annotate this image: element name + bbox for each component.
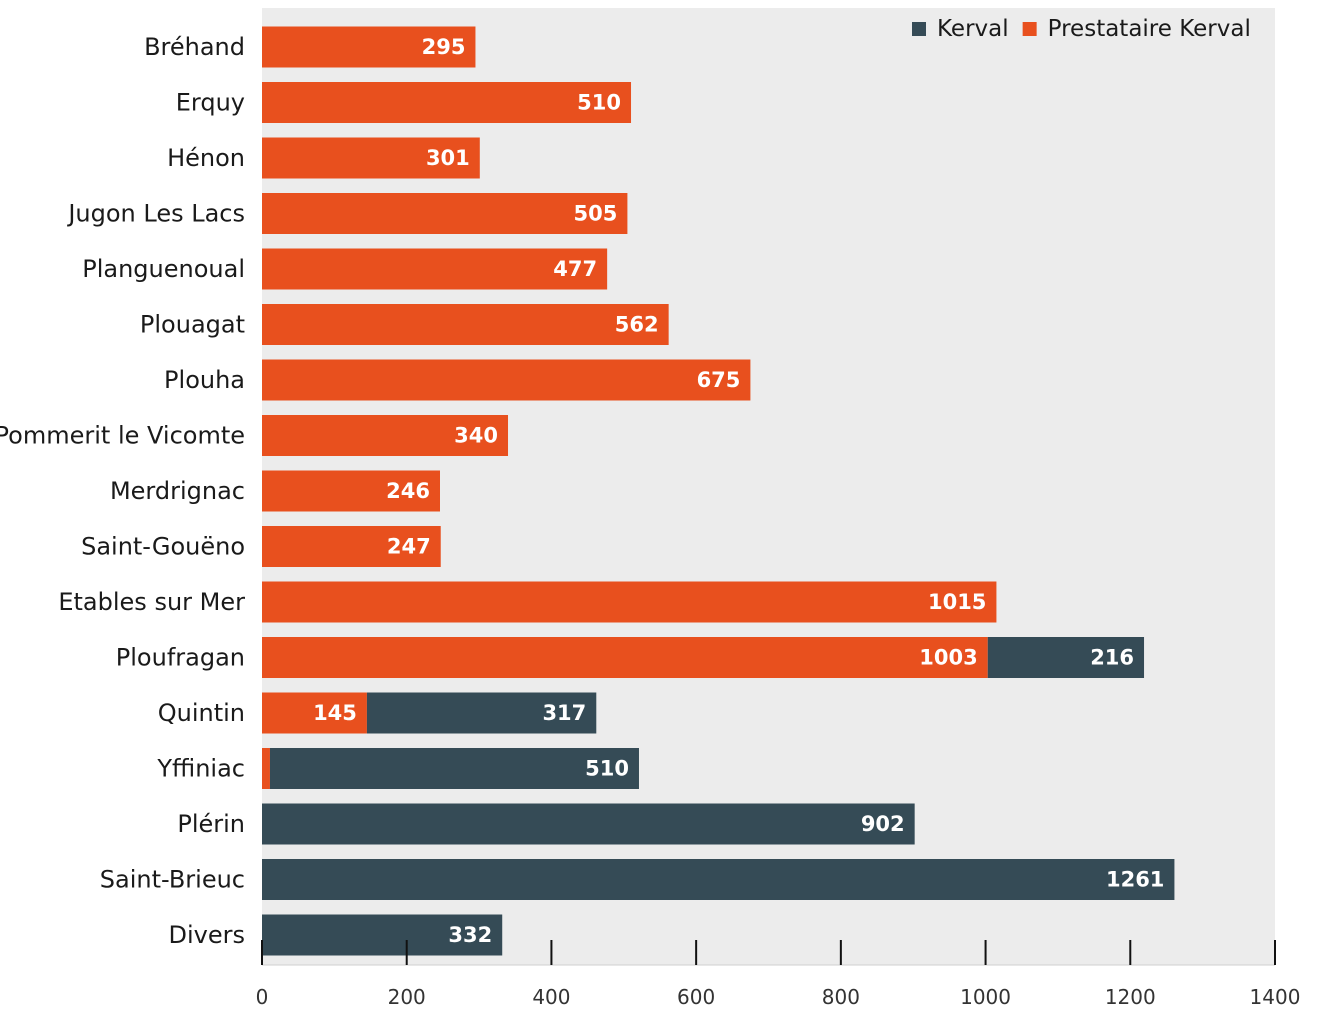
- x-tick-label: 600: [677, 985, 715, 1009]
- bar-value-label: 510: [585, 757, 629, 781]
- category-label: Divers: [169, 921, 246, 949]
- category-label: Merdrignac: [110, 477, 245, 505]
- bar-value-label: 1015: [928, 590, 986, 614]
- bar-kerval: [262, 914, 503, 956]
- category-label: Plérin: [177, 810, 245, 838]
- x-tick-label: 200: [388, 985, 426, 1009]
- category-label: Plouagat: [140, 311, 245, 339]
- bar-value-label: 216: [1090, 646, 1134, 670]
- category-label: Planguenoual: [82, 255, 245, 283]
- category-label: Yffiniac: [156, 755, 245, 783]
- bar-kerval: [262, 803, 915, 845]
- bar-prestataire-kerval: [262, 248, 608, 290]
- bar-value-label: 477: [553, 257, 597, 281]
- bars-group: 295 510 301 505 477 562 675 340 246 247 1015 1003 21…: [262, 26, 1175, 956]
- bar-prestataire-kerval: [262, 692, 367, 734]
- bar-value-label: 902: [861, 812, 905, 836]
- legend-swatch: [1022, 22, 1037, 36]
- bar-prestataire-kerval: [262, 415, 509, 456]
- x-tick-label: 0: [256, 985, 269, 1009]
- bar-prestataire-kerval: [262, 359, 751, 401]
- bar-prestataire-kerval: [262, 137, 480, 179]
- category-label: Erquy: [176, 89, 245, 117]
- bar-value-label: 505: [574, 202, 618, 226]
- category-label: Bréhand: [144, 33, 245, 61]
- bar-value-label: 301: [426, 146, 470, 170]
- bar-prestataire-kerval: [262, 637, 988, 678]
- bar-value-label: 247: [387, 535, 431, 559]
- bar-prestataire-kerval: [262, 748, 270, 789]
- bar-kerval: [987, 637, 1145, 678]
- bar-value-label: 675: [697, 368, 741, 392]
- category-label: Saint-Brieuc: [100, 866, 245, 894]
- category-label: Jugon Les Lacs: [66, 200, 245, 228]
- legend-label: Kerval: [937, 16, 1009, 42]
- bar-value-label: 295: [422, 35, 466, 59]
- x-axis: 0 200 400 600 800 1000 1200 1400: [256, 940, 1301, 1009]
- bar-prestataire-kerval: [262, 26, 476, 68]
- bar-value-label: 246: [386, 479, 430, 503]
- bar-prestataire-kerval: [262, 82, 632, 123]
- legend: Kerval Prestataire Kerval: [912, 16, 1251, 42]
- category-label: Quintin: [158, 699, 245, 727]
- category-label: Hénon: [167, 144, 245, 172]
- bar-kerval: [262, 859, 1175, 900]
- category-label: Plouha: [164, 366, 245, 394]
- bar-value-label: 510: [577, 91, 621, 115]
- x-tick-label: 800: [822, 985, 860, 1009]
- bar-kerval: [269, 748, 639, 789]
- x-tick-label: 1400: [1250, 985, 1301, 1009]
- bar-prestataire-kerval: [262, 581, 997, 623]
- x-tick-label: 1000: [960, 985, 1011, 1009]
- bar-prestataire-kerval: [262, 193, 628, 234]
- bar-prestataire-kerval: [262, 304, 669, 345]
- x-tick-label: 400: [532, 985, 570, 1009]
- x-tick-label: 1200: [1105, 985, 1156, 1009]
- bar-prestataire-kerval: [262, 526, 441, 567]
- legend-label: Prestataire Kerval: [1048, 16, 1251, 42]
- bar-value-label: 1261: [1106, 868, 1164, 892]
- category-label: Etables sur Mer: [58, 588, 245, 616]
- bar-value-label: 332: [448, 923, 492, 947]
- bar-value-label: 562: [615, 313, 659, 337]
- bar-value-label: 340: [454, 424, 498, 448]
- bar-value-label: 145: [313, 701, 357, 725]
- legend-swatch: [912, 22, 926, 36]
- category-label: Ploufragan: [116, 644, 245, 672]
- bar-value-label: 317: [542, 701, 586, 725]
- bar-prestataire-kerval: [262, 470, 440, 512]
- category-labels: Bréhand Erquy Hénon Jugon Les Lacs Plangueno…: [0, 33, 245, 949]
- bar-kerval: [366, 692, 597, 734]
- category-label: Pommerit le Vicomte: [0, 422, 245, 450]
- bar-value-label: 1003: [919, 646, 977, 670]
- category-label: Saint-Gouëno: [81, 533, 245, 561]
